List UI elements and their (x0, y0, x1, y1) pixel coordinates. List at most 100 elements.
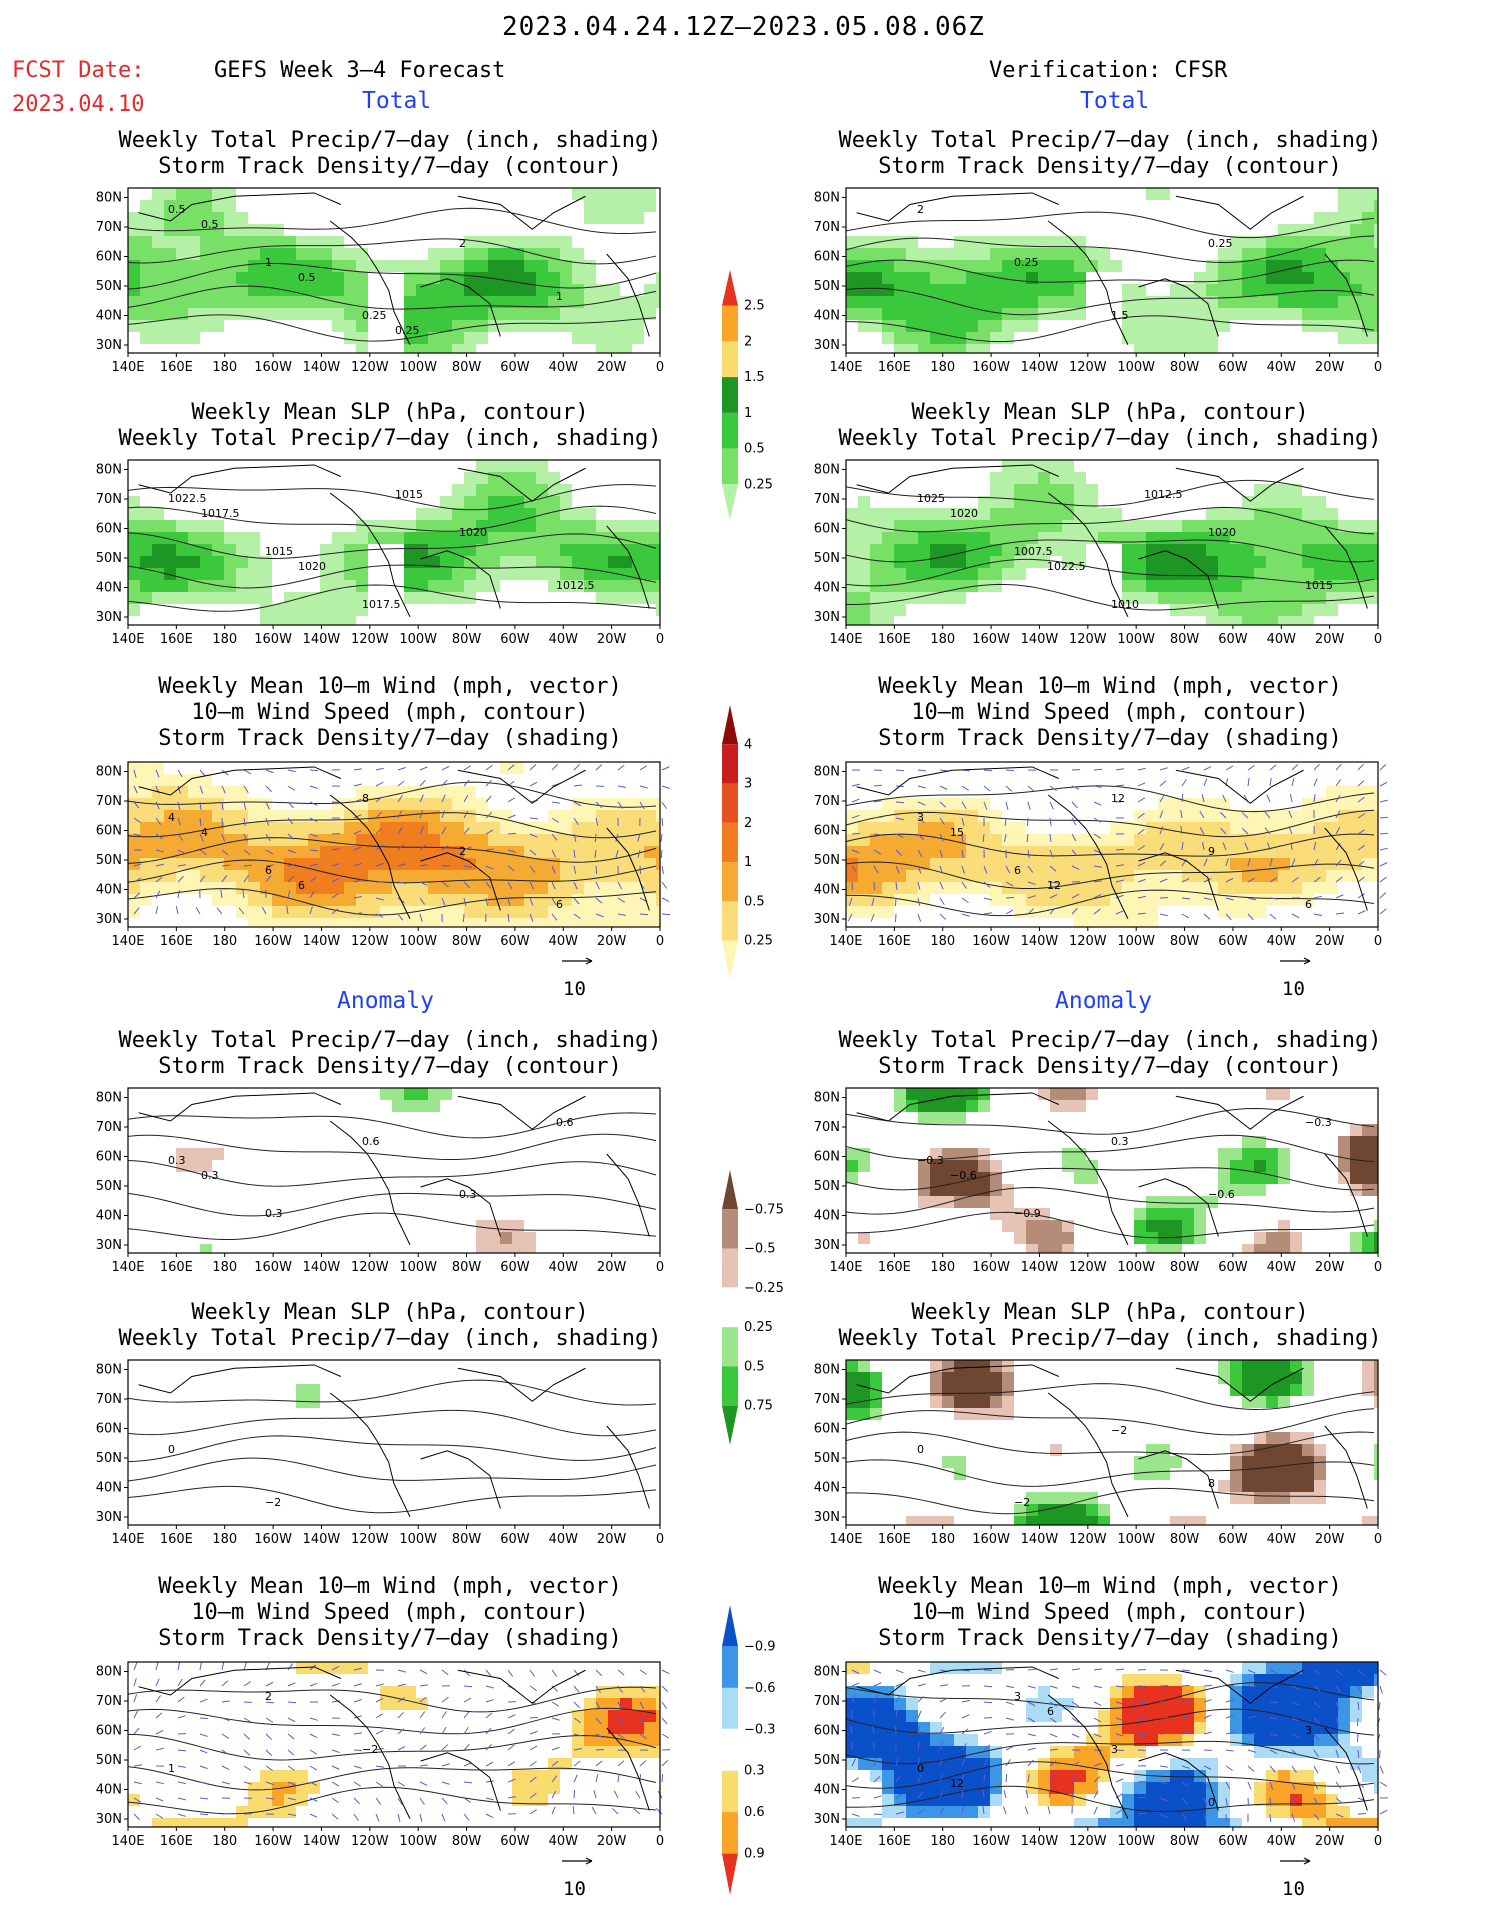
shading-cell (632, 906, 644, 918)
shading-cell (1254, 846, 1266, 858)
shading-cell (404, 556, 416, 568)
shading-cell (404, 798, 416, 810)
wind-vector (463, 897, 467, 906)
wind-vector (441, 810, 446, 819)
wind-vector (216, 907, 223, 915)
shading-cell (644, 296, 656, 308)
shading-cell (1266, 1396, 1278, 1408)
shading-cell (1362, 200, 1374, 212)
wind-vector (1071, 849, 1078, 857)
wind-vector (551, 833, 558, 841)
shading-cell (188, 212, 200, 224)
shading-cell (858, 284, 870, 296)
shading-cell (140, 200, 152, 212)
shading-cell (524, 308, 536, 320)
panel-title-line: Storm Track Density/7–day (contour) (878, 154, 1342, 179)
shading-cell (846, 1758, 858, 1770)
wind-vector (617, 897, 625, 903)
wind-vector (1225, 877, 1234, 883)
shading-cell (1098, 906, 1110, 918)
shading-cell (918, 520, 930, 532)
shading-cell (176, 224, 188, 236)
shading-cell (1086, 248, 1098, 260)
colorbar-label: 2 (744, 816, 752, 831)
shading-cell (500, 508, 512, 520)
x-tick-label: 140W (1021, 1834, 1059, 1849)
wind-vector (617, 801, 623, 809)
wind-vector (1159, 767, 1168, 771)
shading-cell (344, 894, 356, 906)
shading-cell (536, 508, 548, 520)
shading-cell (954, 1160, 966, 1172)
shading-cell (1278, 1686, 1290, 1698)
wind-vector (1115, 1717, 1124, 1722)
wind-vector (397, 1697, 405, 1703)
shading-cell (1002, 236, 1014, 248)
shading-cell (1050, 460, 1062, 472)
shading-cell (176, 248, 188, 260)
shading-cell (882, 1770, 894, 1782)
wind-vector (177, 1749, 187, 1752)
shading-cell (164, 332, 176, 344)
shading-cell (1002, 296, 1014, 308)
shading-cell (164, 544, 176, 556)
shading-cell (1122, 296, 1134, 308)
shading-cell (500, 496, 512, 508)
shading-cell (1134, 344, 1146, 353)
shading-cell (512, 568, 524, 580)
shading-cell (954, 592, 966, 604)
shading-cell (272, 834, 284, 846)
shading-cell (140, 508, 152, 520)
wind-vector (1291, 1701, 1300, 1706)
y-tick-label: 60N (814, 1724, 840, 1739)
shading-cell (128, 858, 140, 870)
shading-cell (1062, 460, 1074, 472)
y-tick-label: 50N (814, 1753, 840, 1768)
wind-vector (1335, 1733, 1339, 1742)
shading-cell (1278, 1806, 1290, 1818)
wind-vector (595, 1774, 599, 1783)
shading-cell (548, 580, 560, 592)
shading-cell (440, 786, 452, 798)
shading-cell (1110, 1722, 1122, 1734)
wind-vector (1225, 1669, 1234, 1673)
colorbar-label: 0.25 (744, 934, 773, 949)
shading-cell (1278, 882, 1290, 894)
shading-cell (870, 296, 882, 308)
wind-vector (309, 1749, 318, 1755)
x-tick-label: 160E (160, 1532, 193, 1547)
wind-vector (177, 849, 186, 854)
wind-vector (529, 1745, 538, 1751)
wind-vector (463, 846, 472, 851)
shading-cell (1206, 1794, 1218, 1806)
x-tick-label: 180 (212, 934, 237, 949)
shading-cell (356, 272, 368, 284)
shading-cell (260, 236, 272, 248)
shading-cell (966, 858, 978, 870)
shading-cell (368, 882, 380, 894)
shading-cell (1074, 1504, 1086, 1516)
wind-vector (309, 876, 317, 883)
shading-cell (1158, 308, 1170, 320)
x-tick-label: 20W (1315, 1260, 1345, 1275)
shading-cell (1134, 846, 1146, 858)
shading-cell (930, 580, 942, 592)
x-tick-label: 160E (878, 934, 911, 949)
wind-vector (917, 1791, 924, 1799)
shading-cell (1170, 296, 1182, 308)
shading-cell (1266, 484, 1278, 496)
wind-vector (287, 863, 296, 867)
shading-cell (1242, 1160, 1254, 1172)
shading-cell (560, 520, 572, 532)
shading-cell (416, 568, 428, 580)
shading-cell (930, 1160, 942, 1172)
shading-cell (320, 846, 332, 858)
shading-cell (1026, 906, 1038, 918)
x-tick-label: 140W (1021, 1532, 1059, 1547)
shading-cell (966, 332, 978, 344)
shading-cell (140, 544, 152, 556)
shading-cell (906, 236, 918, 248)
wind-vector (1244, 842, 1249, 851)
colorbar-segment (722, 305, 738, 342)
